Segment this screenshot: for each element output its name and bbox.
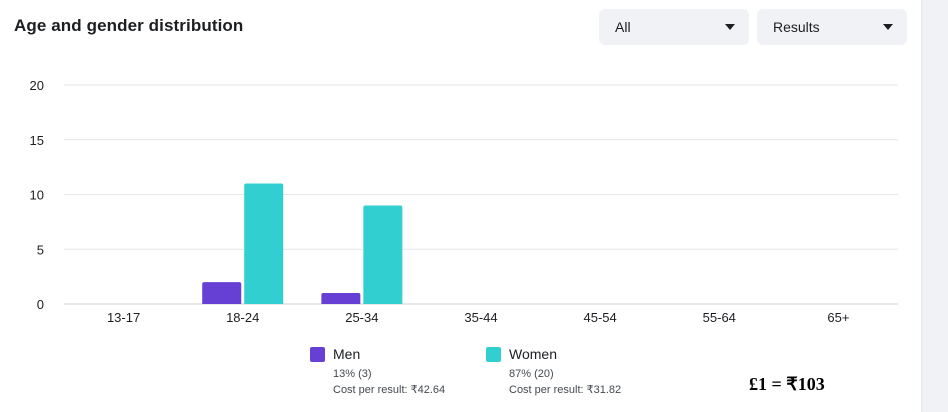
y-tick-label: 0 (37, 297, 44, 312)
legend-cost-women: Cost per result: ₹31.82 (509, 384, 622, 396)
currency-note: £1 = ₹103 (749, 374, 825, 394)
y-tick-label: 15 (30, 133, 44, 148)
metric-filter-dropdown[interactable]: Results (757, 9, 907, 45)
audience-filter-dropdown[interactable]: All (599, 9, 749, 45)
caret-down-icon (725, 24, 735, 30)
x-tick-label-13-17: 13-17 (107, 310, 140, 325)
bar-women-18-24[interactable] (244, 183, 284, 304)
legend-share-men: 13% (3) (333, 368, 372, 380)
metric-filter-value: Results (773, 19, 820, 35)
legend-swatch-men (310, 347, 325, 362)
legend-share-women: 87% (20) (509, 368, 554, 380)
bar-men-18-24[interactable] (202, 282, 242, 304)
x-tick-label-35-44: 35-44 (464, 310, 497, 325)
bar-women-25-34[interactable] (363, 205, 403, 304)
legend-swatch-women (486, 347, 501, 362)
legend-label-men: Men (333, 346, 361, 362)
y-tick-label: 20 (30, 78, 44, 93)
x-tick-label-55-64: 55-64 (703, 310, 736, 325)
y-tick-label: 5 (37, 242, 44, 257)
legend-label-women: Women (509, 346, 557, 362)
card-title: Age and gender distribution (14, 16, 244, 35)
x-tick-label-25-34: 25-34 (345, 310, 378, 325)
legend-cost-men: Cost per result: ₹42.64 (333, 384, 446, 396)
bar-chart: 0 5 10 15 20 13-17 18-24 25-34 35-44 45-54 55-64 65… (30, 78, 898, 325)
age-gender-card: Age and gender distribution All Results … (0, 0, 922, 412)
audience-filter-value: All (615, 19, 631, 35)
bar-men-25-34[interactable] (321, 293, 361, 304)
x-tick-label-18-24: 18-24 (226, 310, 259, 325)
x-tick-label-65+: 65+ (827, 310, 849, 325)
x-tick-label-45-54: 45-54 (584, 310, 617, 325)
caret-down-icon (883, 24, 893, 30)
y-tick-label: 10 (30, 188, 44, 203)
